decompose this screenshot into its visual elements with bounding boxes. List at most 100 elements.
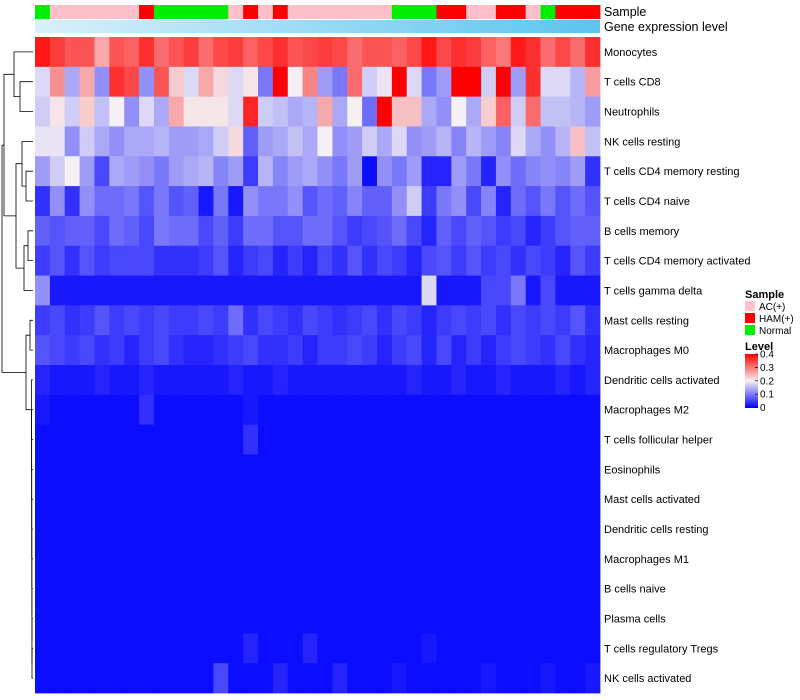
row-label: Dendritic cells activated	[604, 375, 720, 387]
heatmap-cell	[555, 394, 571, 426]
sample-annotation-cell	[139, 5, 155, 19]
heatmap-cell	[406, 245, 422, 276]
heatmap-cell	[421, 394, 437, 426]
heatmap-cell	[421, 514, 437, 545]
heatmap-cell	[570, 215, 586, 247]
heatmap-cell	[376, 484, 393, 515]
heatmap-cell	[495, 543, 512, 575]
heatmap-cell	[79, 37, 95, 68]
heatmap-cell	[243, 424, 259, 455]
heatmap-cell	[466, 543, 482, 575]
heatmap-cell	[153, 454, 170, 485]
legend: Sample AC(+)HAM(+)Normal Level 0.4 0.3 0.2…	[745, 289, 794, 414]
heatmap-cell	[272, 484, 289, 515]
level-colorbar	[745, 354, 758, 408]
heatmap-cell	[228, 186, 244, 217]
heatmap-cell	[109, 245, 125, 276]
heatmap-cell	[540, 603, 556, 634]
heatmap-cell	[94, 454, 110, 485]
heatmap-cell	[481, 215, 497, 247]
heatmap-cell	[540, 156, 556, 187]
heatmap-cell	[228, 96, 244, 127]
heatmap-cell	[94, 37, 110, 68]
heatmap-cell	[79, 394, 95, 426]
heatmap-cell	[228, 394, 244, 426]
heatmap-cell	[451, 454, 467, 485]
heatmap-cell	[183, 573, 199, 604]
heatmap-cell	[168, 454, 185, 485]
heatmap-cell	[94, 543, 110, 575]
row-label: T cells CD4 memory resting	[604, 166, 740, 178]
heatmap-cell	[347, 126, 363, 157]
sample-annotation-cell	[540, 5, 556, 19]
heatmap-cell	[495, 394, 512, 426]
sample-legend-swatch	[745, 301, 755, 311]
heatmap-cell	[510, 126, 527, 157]
heatmap-cell	[168, 156, 185, 187]
row-label: Mast cells activated	[604, 494, 700, 506]
heatmap-cell	[376, 365, 393, 396]
heatmap-cell	[35, 37, 51, 68]
heatmap-cell	[287, 633, 304, 664]
sample-annotation-cell	[555, 5, 571, 19]
heatmap-cell	[406, 126, 422, 157]
heatmap-cell	[109, 156, 125, 187]
heatmap-cell	[466, 245, 482, 276]
heatmap-cell	[391, 335, 408, 366]
heatmap-cell	[243, 514, 259, 545]
heatmap-cell	[585, 186, 601, 217]
heatmap-cell	[183, 365, 199, 396]
heatmap-cell	[570, 543, 586, 575]
heatmap-cell	[243, 215, 259, 247]
heatmap-cell	[64, 633, 81, 664]
expression-annotation-bar	[35, 20, 600, 33]
sample-legend-entries: AC(+)HAM(+)Normal	[745, 301, 794, 337]
sample-annotation-cell	[109, 5, 125, 19]
heatmap-cell	[451, 156, 467, 187]
heatmap-cell	[49, 96, 66, 127]
sample-legend-swatch	[745, 313, 755, 323]
heatmap-cell	[124, 96, 140, 127]
heatmap-cell	[555, 245, 571, 276]
sample-legend-swatch	[745, 325, 755, 335]
heatmap-cell	[139, 394, 155, 426]
heatmap-cell	[585, 394, 601, 426]
heatmap-cell	[258, 454, 274, 485]
heatmap-cell	[510, 514, 527, 545]
heatmap-cell	[243, 454, 259, 485]
heatmap-cell	[153, 66, 170, 98]
heatmap-cell	[64, 484, 81, 515]
heatmap-cell	[243, 633, 259, 664]
heatmap-cell	[481, 156, 497, 187]
heatmap-cell	[466, 215, 482, 247]
heatmap-cell	[555, 484, 571, 515]
heatmap-cell	[525, 394, 541, 426]
heatmap-cell	[49, 245, 66, 276]
heatmap-cell	[168, 96, 185, 127]
heatmap-cell	[481, 186, 497, 217]
heatmap-cell	[94, 66, 110, 98]
heatmap-cell	[35, 484, 51, 515]
heatmap-cell	[35, 186, 51, 217]
heatmap-cell	[525, 484, 541, 515]
heatmap-cell	[406, 365, 422, 396]
heatmap-cell	[198, 156, 214, 187]
heatmap-cell	[510, 573, 527, 604]
heatmap-cell	[540, 305, 556, 336]
heatmap-cell	[570, 66, 586, 98]
heatmap-cell	[272, 186, 289, 217]
heatmap-cell	[243, 186, 259, 217]
heatmap-cell	[317, 96, 333, 127]
heatmap-cell	[495, 275, 512, 306]
heatmap-cell	[198, 663, 214, 694]
heatmap-cell	[525, 215, 541, 247]
heatmap-cell	[228, 215, 244, 247]
heatmap-cell	[228, 484, 244, 515]
heatmap-cell	[391, 186, 408, 217]
heatmap-cell	[585, 305, 601, 336]
heatmap-cell	[49, 424, 66, 455]
heatmap-cell	[525, 514, 541, 545]
heatmap-cell	[124, 156, 140, 187]
heatmap-cell	[272, 633, 289, 664]
heatmap-cell	[466, 335, 482, 366]
